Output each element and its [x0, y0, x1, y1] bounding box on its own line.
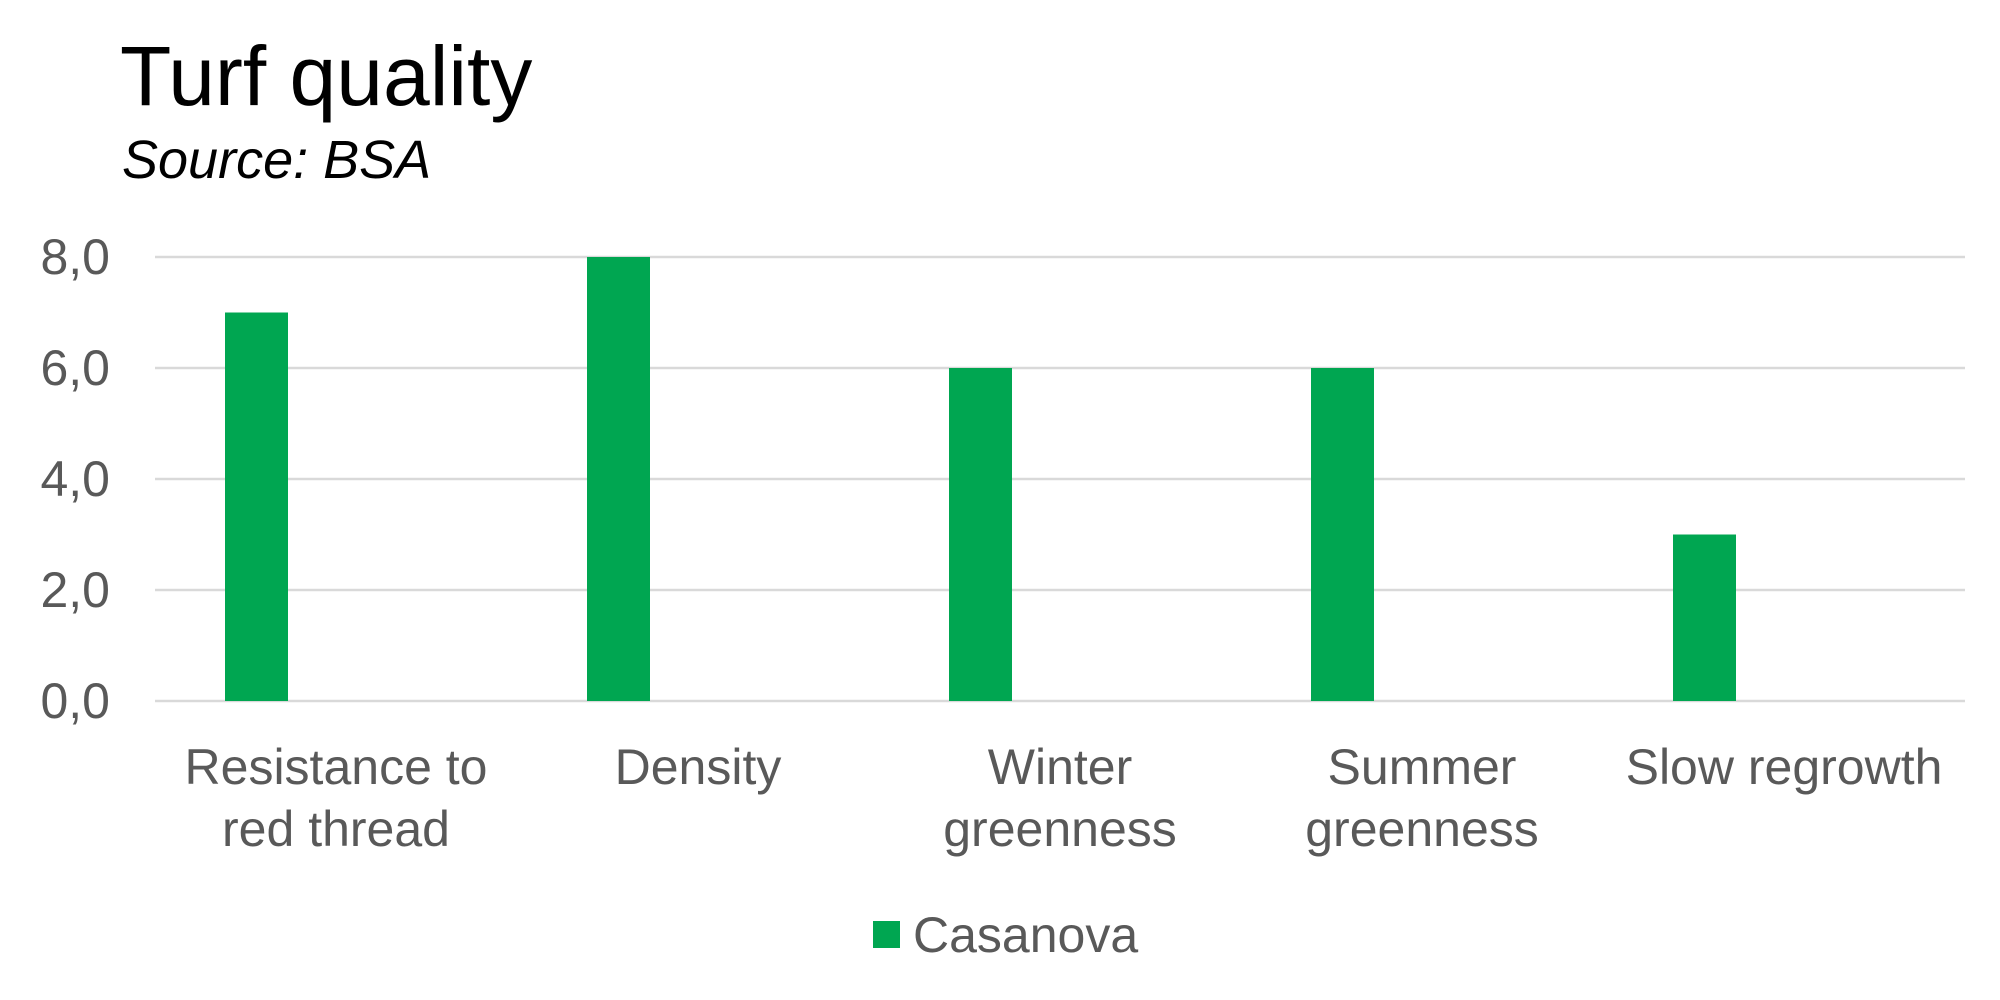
- x-category-label-line: Slow regrowth: [1626, 739, 1943, 795]
- chart-title: Turf quality: [120, 29, 533, 123]
- bar: [1673, 534, 1736, 701]
- x-category-label: Winter greenness: [943, 739, 1177, 857]
- x-category-label: Density: [615, 739, 782, 795]
- x-category-label-line: red thread: [222, 801, 450, 857]
- x-category-label-line: Winter: [988, 739, 1132, 795]
- bar: [225, 312, 288, 701]
- y-tick-label: 0,0: [40, 673, 110, 729]
- x-axis-categories: Resistance to red thread Density Winter gree…: [185, 739, 1943, 857]
- y-tick-label: 6,0: [40, 340, 110, 396]
- y-axis-ticks: 0,0 2,0 4,0 6,0 8,0: [40, 229, 110, 729]
- x-category-label-line: Summer: [1328, 739, 1517, 795]
- x-category-label-line: greenness: [1305, 801, 1539, 857]
- legend-swatch: [873, 921, 900, 948]
- gridlines: [155, 255, 1965, 703]
- chart-subtitle: Source: BSA: [122, 130, 432, 190]
- y-tick-label: 8,0: [40, 229, 110, 285]
- x-category-label-line: greenness: [943, 801, 1177, 857]
- y-tick-label: 4,0: [40, 451, 110, 507]
- x-category-label-line: Density: [615, 739, 782, 795]
- x-category-label-line: Resistance to: [185, 739, 488, 795]
- x-category-label: Resistance to red thread: [185, 739, 488, 857]
- legend: Casanova: [873, 907, 1138, 963]
- bar: [587, 257, 650, 701]
- bar: [949, 368, 1012, 701]
- legend-label: Casanova: [913, 907, 1138, 963]
- y-tick-label: 2,0: [40, 562, 110, 618]
- bar: [1311, 368, 1374, 701]
- x-category-label: Slow regrowth: [1626, 739, 1943, 795]
- x-category-label: Summer greenness: [1305, 739, 1539, 857]
- bars: [225, 257, 1736, 701]
